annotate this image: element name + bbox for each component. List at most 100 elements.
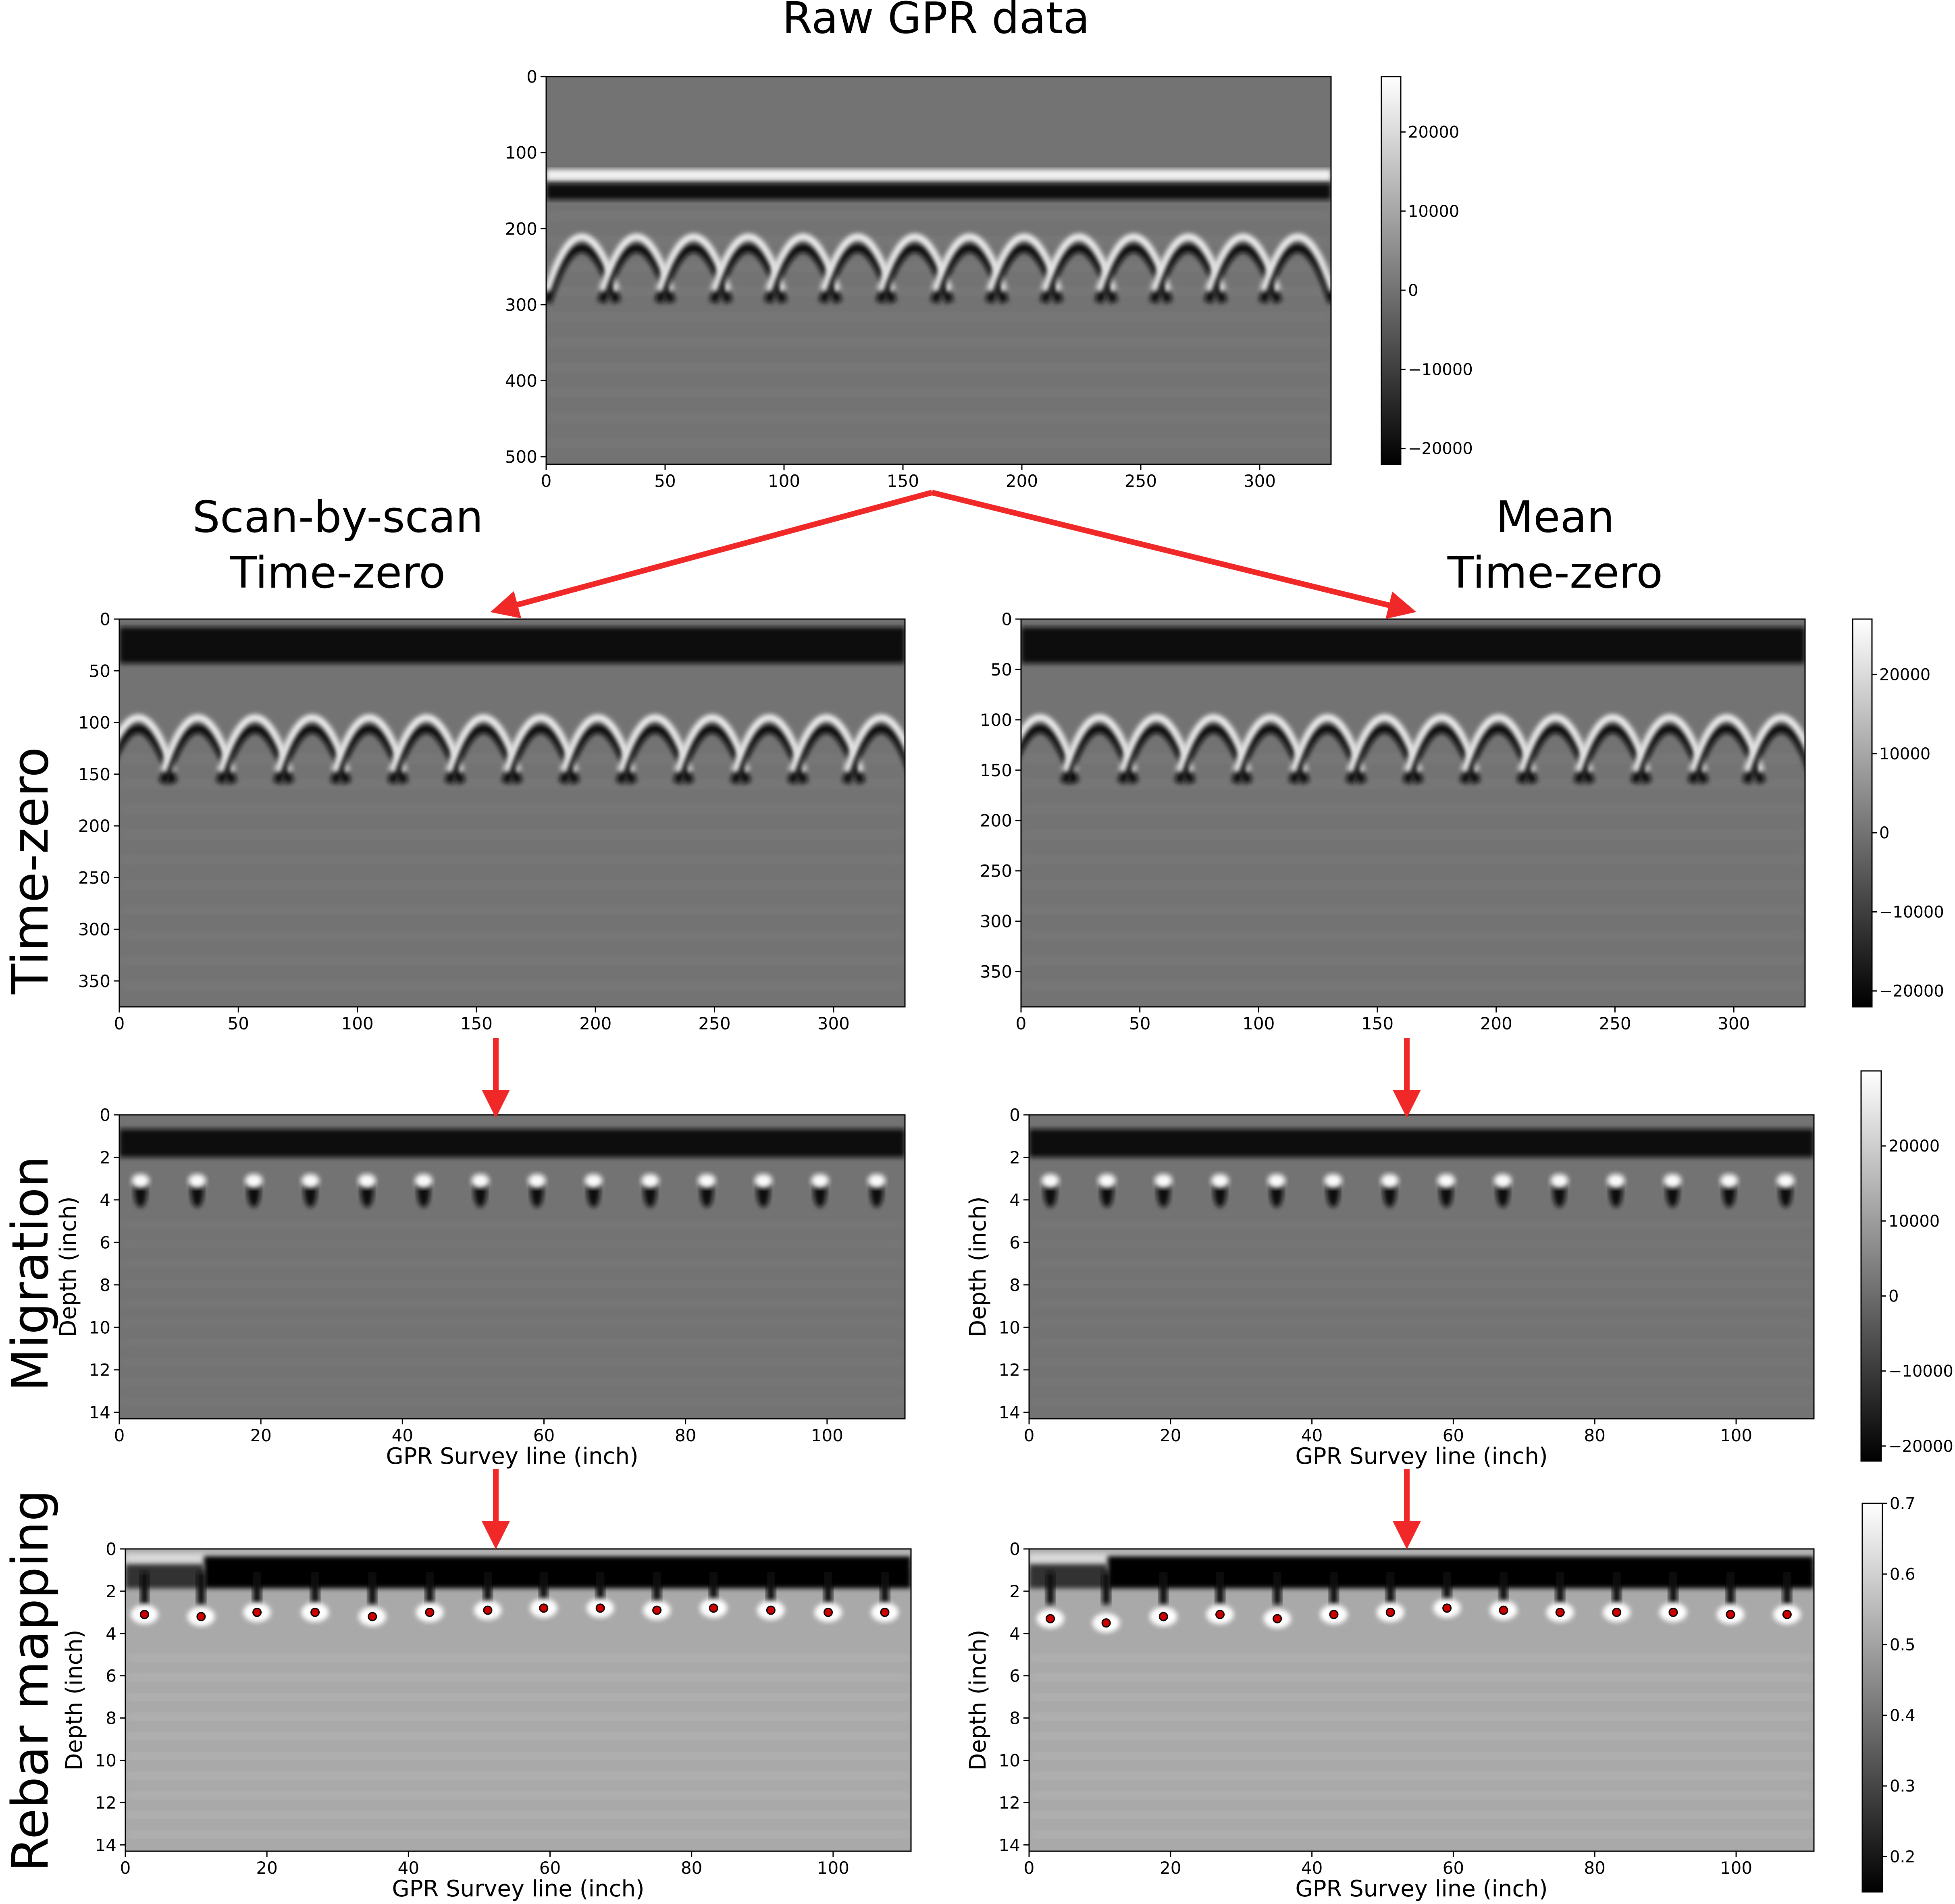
ytick-label-tz_mean: 200: [980, 811, 1012, 831]
xtick-label-mig_mean: 20: [1160, 1426, 1181, 1445]
ytick-label-tz_mean: 350: [980, 962, 1012, 982]
ytick-label-tz_scan: 200: [78, 816, 110, 836]
colorbar-cb_rebar: 0.7 0.6 0.5 0.4 0.3 0.2: [1861, 1495, 1915, 1893]
cb-tick-label: 0: [1408, 281, 1418, 300]
ytick-label-mig_scan: 6: [100, 1233, 110, 1252]
xtick-label-tz_scan: 200: [579, 1014, 611, 1033]
xtick-label-mig_mean: 80: [1584, 1426, 1606, 1445]
arrow-raw-to-mean: [931, 490, 1416, 619]
colorbar-cb_raw: 20000 10000 0 −10000 −20000: [1381, 76, 1473, 465]
xtick-label-rebar_mean: 80: [1584, 1858, 1606, 1878]
rebar-point-rebar_scan-12: [824, 1607, 833, 1617]
hyperbola-tz_scan-13: [843, 714, 905, 773]
rebar-point-rebar_mean-13: [1782, 1610, 1792, 1619]
migrated-point-mig_mean-10: [1607, 1173, 1625, 1188]
xtick-label-tz_scan: 300: [817, 1014, 850, 1033]
ytick-label-tz_scan: 350: [78, 971, 110, 991]
cb-tick-label: 0.4: [1890, 1707, 1915, 1725]
ytick-label-mig_scan: 8: [100, 1275, 110, 1295]
xtick-label-tz_mean: 200: [1480, 1014, 1512, 1033]
xtick-label-tz_scan: 100: [341, 1014, 374, 1033]
cb-tick-label: 0.6: [1890, 1565, 1915, 1584]
frame-tz_scan: [119, 618, 906, 1008]
cb-tick-label: 0: [1888, 1287, 1899, 1305]
migrated-point-mig_mean-13: [1776, 1173, 1795, 1188]
xtick-label-mig_scan: 0: [114, 1426, 125, 1445]
rebar-point-rebar_mean-0: [1046, 1614, 1055, 1623]
xtick-label-rebar_scan: 80: [681, 1858, 702, 1878]
arrow-raw-to-scan: [490, 490, 933, 619]
hyperbola-tz_mean-3: [1175, 714, 1252, 773]
frame-mig_mean: [1028, 1114, 1815, 1420]
rebar-point-rebar_mean-8: [1499, 1605, 1508, 1615]
rebar-point-rebar_scan-5: [425, 1607, 435, 1617]
hyperbola-tz_scan-8: [560, 714, 636, 773]
panel-tz_scan: 0 50 100 150 200 250 300 0 50 100 150 200 250 300 350: [78, 609, 906, 1033]
migrated-point-mig_scan-1: [188, 1173, 206, 1188]
hyperbola-raw-0: [546, 233, 620, 292]
hyperbola-raw-4: [765, 233, 841, 292]
migrated-point-mig_scan-5: [415, 1173, 433, 1188]
ytick-label-rebar_scan: 10: [95, 1750, 116, 1770]
xtick-label-rebar_scan: 100: [817, 1858, 849, 1878]
migrated-point-mig_scan-13: [867, 1173, 886, 1188]
rebar-point-rebar_mean-1: [1101, 1618, 1111, 1628]
cb-tick-label: 10000: [1408, 202, 1459, 221]
ytick-label-tz_mean: 0: [1001, 609, 1012, 629]
left-title-line2: Time-zero: [230, 548, 446, 598]
hyperbola-raw-12: [1205, 233, 1281, 292]
hyperbola-tz_scan-6: [445, 714, 522, 773]
migrated-point-mig_mean-6: [1381, 1173, 1399, 1188]
row-label-rebar: Rebar mapping: [2, 1490, 60, 1872]
hyperbola-tz_scan-9: [617, 714, 693, 773]
hyperbola-tz_scan-11: [731, 714, 807, 773]
migrated-point-mig_scan-0: [131, 1173, 150, 1188]
radargram-tz_mean: [1021, 619, 1805, 1007]
hyperbola-tz_mean-6: [1347, 714, 1423, 773]
xtick-label-raw: 200: [1006, 471, 1038, 491]
ytick-label-tz_scan: 100: [78, 713, 110, 733]
radargram-rebar_scan: [125, 1549, 911, 1851]
hyperbola-raw-9: [1041, 233, 1117, 292]
migrated-point-mig_mean-2: [1154, 1173, 1173, 1188]
ytick-label-mig_mean: 14: [999, 1403, 1020, 1422]
hyperbola-tz_mean-1: [1061, 714, 1138, 773]
ytick-label-mig_mean: 10: [999, 1318, 1020, 1337]
flow-arrows: [482, 490, 1421, 1549]
xlabel-rebar_scan: GPR Survey line (inch): [392, 1876, 644, 1902]
hyperbola-raw-2: [655, 233, 732, 292]
hyperbola-tz_mean-5: [1289, 714, 1366, 773]
hyperbola-raw-6: [877, 233, 953, 292]
xtick-label-mig_scan: 40: [392, 1426, 413, 1445]
hyperbola-raw-1: [599, 233, 675, 292]
xlabel-rebar_mean: GPR Survey line (inch): [1295, 1876, 1547, 1902]
ytick-label-raw: 0: [526, 67, 537, 87]
rebar-point-rebar_mean-12: [1726, 1610, 1735, 1619]
xtick-label-tz_mean: 100: [1242, 1014, 1275, 1033]
migrated-point-mig_mean-7: [1437, 1173, 1455, 1188]
rebar-point-rebar_mean-9: [1555, 1607, 1565, 1617]
ylabel-rebar_mean: Depth (inch): [965, 1630, 991, 1770]
xtick-label-rebar_scan: 20: [256, 1858, 277, 1878]
panel-rebar_scan: 0 20 40 60 80 100 0 2 4 6 8 10 12 14 GPR Survey line (…: [61, 1539, 912, 1902]
row-label-timezero: Time-zero: [2, 747, 60, 995]
cb-tick-label: 20000: [1408, 123, 1459, 141]
migrated-point-mig_scan-12: [811, 1173, 829, 1188]
xtick-label-mig_scan: 20: [250, 1426, 271, 1445]
ytick-label-rebar_scan: 14: [95, 1835, 116, 1855]
ytick-label-rebar_scan: 0: [106, 1539, 116, 1559]
ytick-label-rebar_scan: 8: [106, 1709, 116, 1728]
xtick-label-tz_mean: 300: [1718, 1014, 1750, 1033]
cb-tick-label: 0.3: [1890, 1777, 1915, 1796]
ytick-label-tz_mean: 250: [980, 861, 1012, 881]
ytick-label-rebar_mean: 0: [1009, 1539, 1020, 1559]
xtick-label-raw: 300: [1244, 471, 1276, 491]
ytick-label-tz_scan: 300: [78, 920, 110, 940]
ytick-label-mig_mean: 6: [1009, 1233, 1020, 1252]
migrated-point-mig_mean-3: [1211, 1173, 1229, 1188]
ytick-label-mig_scan: 2: [100, 1147, 110, 1167]
ytick-label-tz_mean: 300: [980, 912, 1012, 931]
hyperbola-raw-10: [1096, 233, 1172, 292]
xtick-label-tz_scan: 50: [228, 1014, 249, 1033]
